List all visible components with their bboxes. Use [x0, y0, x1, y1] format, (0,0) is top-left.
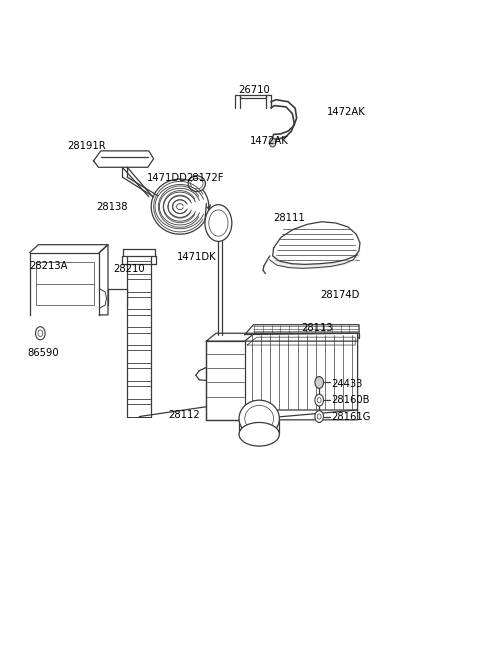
Polygon shape	[206, 341, 245, 420]
Polygon shape	[127, 350, 151, 363]
Text: 28138: 28138	[96, 201, 128, 212]
Polygon shape	[127, 369, 151, 381]
Polygon shape	[127, 404, 151, 417]
Bar	[36, 262, 94, 305]
Text: 26710: 26710	[239, 85, 270, 95]
Polygon shape	[245, 333, 358, 420]
Ellipse shape	[205, 205, 232, 241]
Circle shape	[315, 394, 324, 406]
Text: 1471DD: 1471DD	[146, 173, 187, 184]
Ellipse shape	[209, 210, 228, 236]
Polygon shape	[127, 297, 151, 310]
Polygon shape	[94, 151, 154, 167]
Polygon shape	[273, 222, 360, 264]
Polygon shape	[99, 245, 108, 315]
Circle shape	[38, 330, 43, 337]
Text: 28174D: 28174D	[321, 290, 360, 300]
Ellipse shape	[239, 422, 279, 446]
Polygon shape	[245, 410, 358, 420]
Text: 86590: 86590	[28, 348, 60, 358]
Ellipse shape	[191, 178, 203, 189]
Circle shape	[269, 138, 276, 147]
Text: 1472AK: 1472AK	[250, 136, 288, 146]
Polygon shape	[127, 279, 151, 291]
Text: 28213A: 28213A	[29, 261, 67, 272]
Polygon shape	[108, 289, 127, 305]
Polygon shape	[30, 245, 108, 253]
Text: 28172F: 28172F	[186, 173, 224, 184]
Polygon shape	[127, 261, 151, 274]
Text: 1471DK: 1471DK	[177, 252, 216, 262]
Polygon shape	[245, 325, 359, 335]
Polygon shape	[206, 333, 358, 341]
Text: 28210: 28210	[113, 264, 144, 274]
Ellipse shape	[188, 176, 205, 192]
Circle shape	[315, 411, 324, 422]
Text: 28160B: 28160B	[331, 395, 370, 405]
Polygon shape	[151, 179, 209, 234]
Ellipse shape	[245, 405, 274, 432]
Ellipse shape	[239, 400, 279, 437]
Polygon shape	[30, 253, 99, 315]
Circle shape	[317, 414, 321, 419]
Text: 24433: 24433	[331, 379, 362, 389]
Text: 28111: 28111	[274, 213, 305, 223]
Polygon shape	[127, 386, 151, 399]
Text: 28113: 28113	[301, 323, 333, 333]
Circle shape	[317, 398, 321, 403]
Polygon shape	[127, 333, 151, 345]
Text: 28112: 28112	[168, 409, 200, 420]
Text: 1472AK: 1472AK	[326, 106, 365, 117]
Text: 28161G: 28161G	[331, 411, 371, 422]
Polygon shape	[127, 315, 151, 327]
Text: 28191R: 28191R	[67, 140, 106, 151]
Circle shape	[36, 327, 45, 340]
Circle shape	[315, 377, 324, 388]
